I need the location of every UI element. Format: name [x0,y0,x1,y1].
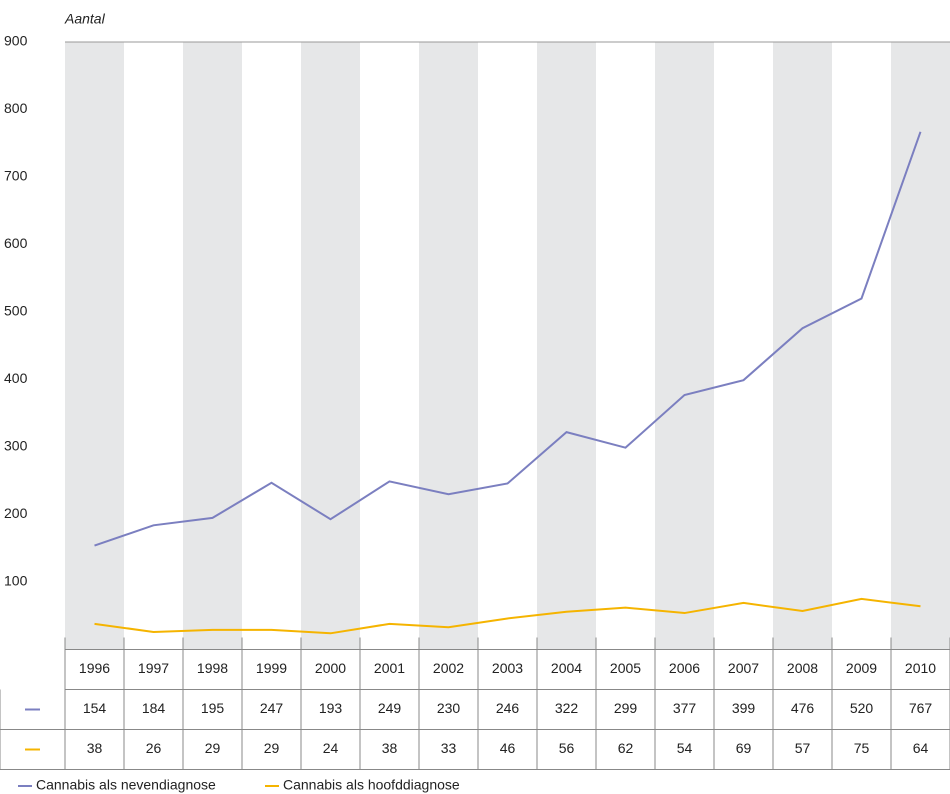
band [65,42,124,650]
x-tick-label: 2003 [492,660,523,676]
legend-label: Cannabis als nevendiagnose [36,777,216,793]
table-value: 75 [854,740,870,756]
series-line [94,597,921,635]
x-tick-label: 2005 [610,660,641,676]
y-tick-label: 100 [4,573,28,589]
table-value: 38 [87,740,103,756]
table-value: 26 [146,740,162,756]
table-value: 247 [260,700,284,716]
table-value: 33 [441,740,457,756]
y-tick-label: 400 [4,370,28,386]
table-value: 246 [496,700,520,716]
x-tick-label: 2001 [374,660,405,676]
table-value: 476 [791,700,815,716]
table-value: 299 [614,700,638,716]
y-tick-label: 900 [4,33,28,49]
x-tick-label: 1996 [79,660,110,676]
table-value: 377 [673,700,697,716]
series-line [94,131,922,547]
table-value: 56 [559,740,575,756]
y-tick-label: 200 [4,505,28,521]
table-value: 29 [205,740,221,756]
table-value: 767 [909,700,933,716]
band [419,42,478,650]
table-value: 249 [378,700,402,716]
y-axis-label: Aantal [64,11,106,27]
x-tick-label: 2008 [787,660,818,676]
table-value: 154 [83,700,107,716]
table-value: 62 [618,740,634,756]
table-value: 46 [500,740,516,756]
x-tick-label: 1998 [197,660,228,676]
table-value: 399 [732,700,756,716]
band [301,42,360,650]
table-value: 64 [913,740,929,756]
band [537,42,596,650]
y-tick-label: 500 [4,303,28,319]
table-value: 29 [264,740,280,756]
x-tick-label: 2006 [669,660,700,676]
y-tick-label: 600 [4,235,28,251]
x-tick-label: 2004 [551,660,582,676]
x-tick-label: 1997 [138,660,169,676]
x-tick-label: 2000 [315,660,346,676]
band [183,42,242,650]
table-value: 38 [382,740,398,756]
table-value: 24 [323,740,339,756]
x-tick-label: 1999 [256,660,287,676]
legend-label: Cannabis als hoofddiagnose [283,777,460,793]
table-value: 184 [142,700,166,716]
x-tick-label: 2007 [728,660,759,676]
table-value: 322 [555,700,579,716]
table-value: 193 [319,700,343,716]
table-value: 54 [677,740,693,756]
y-tick-label: 300 [4,438,28,454]
x-tick-label: 2009 [846,660,877,676]
table-value: 57 [795,740,811,756]
table-value: 69 [736,740,752,756]
table-value: 230 [437,700,461,716]
x-tick-label: 2002 [433,660,464,676]
table-value: 195 [201,700,225,716]
y-tick-label: 700 [4,168,28,184]
x-tick-label: 2010 [905,660,936,676]
table-value: 520 [850,700,874,716]
band [891,42,950,650]
y-tick-label: 800 [4,100,28,116]
band [655,42,714,650]
